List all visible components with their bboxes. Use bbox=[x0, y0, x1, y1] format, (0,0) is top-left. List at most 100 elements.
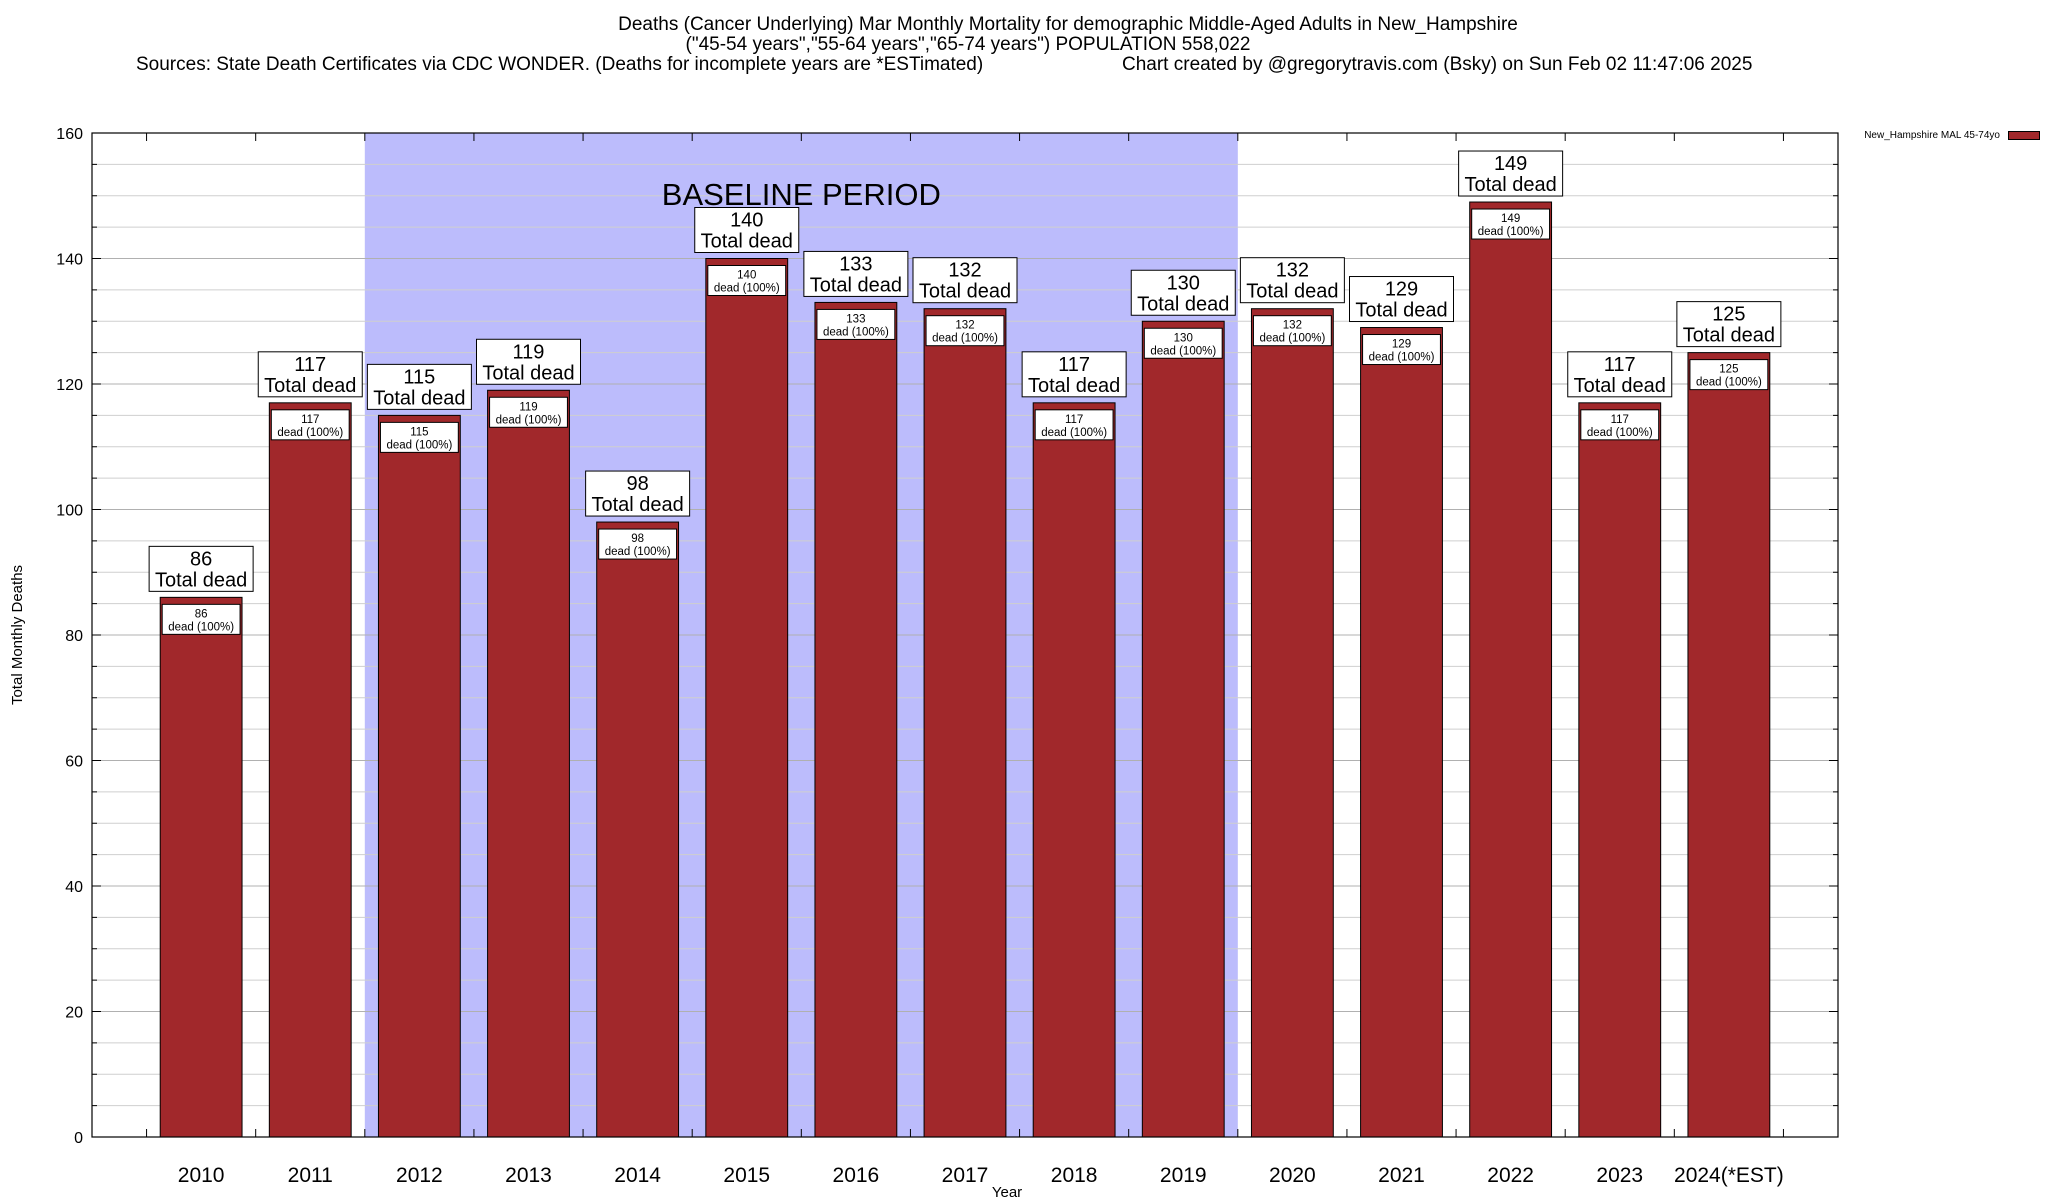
inner-dead-label: dead (100%) bbox=[1478, 226, 1544, 238]
inner-dead-label: dead (100%) bbox=[277, 427, 343, 439]
x-tick-label-2020: 2020 bbox=[1269, 1164, 1316, 1187]
x-tick-label-2019: 2019 bbox=[1160, 1164, 1207, 1187]
total-dead-label: Total dead bbox=[1574, 375, 1666, 397]
total-label-box bbox=[1021, 351, 1127, 398]
x-tick-label-2023: 2023 bbox=[1596, 1164, 1643, 1187]
baseline-label: BASELINE PERIOD bbox=[662, 177, 941, 212]
inner-value-label: 115 bbox=[410, 426, 428, 438]
total-label-box bbox=[476, 338, 581, 385]
bar-2023 bbox=[1578, 402, 1662, 1138]
inner-label-box bbox=[598, 528, 678, 560]
inner-value-label: 98 bbox=[631, 533, 644, 545]
total-label-box bbox=[1676, 301, 1782, 348]
total-dead-label: Total dead bbox=[373, 387, 465, 409]
total-value-label: 115 bbox=[403, 366, 435, 388]
inner-label-box bbox=[270, 409, 350, 441]
inner-value-label: 86 bbox=[195, 608, 208, 620]
x-tick-label-2013: 2013 bbox=[505, 1164, 552, 1187]
bar-2010 bbox=[159, 596, 243, 1138]
inner-label-box bbox=[1034, 409, 1114, 441]
chart-title-line-3: Sources: State Death Certificates via CD… bbox=[136, 54, 984, 75]
total-dead-label: Total dead bbox=[155, 569, 247, 591]
total-dead-label: Total dead bbox=[1464, 174, 1556, 196]
y-tick-label: 160 bbox=[56, 126, 83, 143]
total-label-box bbox=[1239, 257, 1345, 304]
y-tick-label: 100 bbox=[56, 503, 83, 520]
inner-label-box bbox=[1143, 327, 1223, 359]
bar-2011 bbox=[268, 402, 352, 1138]
total-value-label: 98 bbox=[627, 473, 649, 495]
inner-dead-label: dead (100%) bbox=[168, 621, 234, 633]
inner-value-label: 132 bbox=[1283, 320, 1302, 332]
inner-dead-label: dead (100%) bbox=[1150, 345, 1216, 357]
legend: New_Hampshire MAL 45-74yo bbox=[1864, 130, 2040, 141]
inner-dead-label: dead (100%) bbox=[605, 546, 671, 558]
bar-2020 bbox=[1250, 308, 1334, 1138]
inner-value-label: 117 bbox=[1065, 414, 1083, 426]
inner-label-box bbox=[379, 421, 459, 453]
total-dead-label: Total dead bbox=[810, 274, 902, 296]
total-label-box bbox=[366, 363, 472, 410]
plot-frame bbox=[91, 132, 1839, 1138]
total-label-box bbox=[1567, 351, 1673, 398]
total-dead-label: Total dead bbox=[1137, 293, 1229, 315]
inner-dead-label: dead (100%) bbox=[714, 283, 780, 295]
total-dead-label: Total dead bbox=[591, 494, 683, 516]
y-tick-label: 40 bbox=[65, 879, 83, 896]
total-dead-label: Total dead bbox=[1683, 325, 1775, 347]
x-tick-label-2022: 2022 bbox=[1487, 1164, 1534, 1187]
bar-2016 bbox=[814, 301, 898, 1138]
total-value-label: 132 bbox=[1276, 260, 1309, 282]
total-dead-label: Total dead bbox=[482, 362, 574, 384]
inner-dead-label: dead (100%) bbox=[1696, 377, 1762, 389]
inner-label-box bbox=[1471, 208, 1551, 240]
y-tick-label: 80 bbox=[65, 628, 83, 645]
chart-title-line-1: Deaths (Cancer Underlying) Mar Monthly M… bbox=[618, 14, 1518, 35]
total-label-box bbox=[1458, 150, 1564, 197]
y-axis-label: Total Monthly Deaths bbox=[9, 565, 26, 705]
total-value-label: 125 bbox=[1712, 304, 1745, 326]
bar-2024(*EST) bbox=[1687, 352, 1771, 1138]
y-tick-label: 20 bbox=[65, 1005, 83, 1022]
x-tick-label-2021: 2021 bbox=[1378, 1164, 1425, 1187]
total-value-label: 86 bbox=[190, 548, 212, 570]
inner-dead-label: dead (100%) bbox=[932, 333, 998, 345]
total-dead-label: Total dead bbox=[919, 281, 1011, 303]
y-tick-label: 140 bbox=[56, 252, 83, 269]
total-value-label: 117 bbox=[1058, 354, 1090, 376]
total-value-label: 117 bbox=[1604, 354, 1636, 376]
x-tick-label-2010: 2010 bbox=[178, 1164, 225, 1187]
inner-value-label: 117 bbox=[1611, 414, 1629, 426]
inner-label-box bbox=[489, 396, 568, 428]
inner-value-label: 133 bbox=[846, 313, 865, 325]
bar-2018 bbox=[1032, 402, 1116, 1138]
x-tick-label-2016: 2016 bbox=[833, 1164, 880, 1187]
inner-value-label: 132 bbox=[955, 320, 974, 332]
total-value-label: 129 bbox=[1385, 279, 1418, 301]
total-label-box bbox=[257, 351, 363, 398]
inner-value-label: 149 bbox=[1501, 213, 1520, 225]
total-value-label: 119 bbox=[513, 341, 545, 363]
legend-label: New_Hampshire MAL 45-74yo bbox=[1864, 130, 2000, 141]
bar-2013 bbox=[487, 389, 570, 1138]
x-axis-label: Year bbox=[992, 1184, 1022, 1200]
inner-dead-label: dead (100%) bbox=[1587, 427, 1653, 439]
inner-label-box bbox=[925, 315, 1005, 347]
bar-2017 bbox=[923, 308, 1007, 1138]
bar-2012 bbox=[377, 414, 461, 1138]
inner-dead-label: dead (100%) bbox=[496, 414, 562, 426]
inner-value-label: 125 bbox=[1719, 364, 1738, 376]
x-tick-label-2011: 2011 bbox=[288, 1164, 333, 1187]
x-tick-label-2012: 2012 bbox=[396, 1164, 443, 1187]
y-tick-label: 60 bbox=[65, 754, 83, 771]
bar-2015 bbox=[705, 258, 789, 1138]
total-dead-label: Total dead bbox=[1028, 375, 1120, 397]
total-label-box bbox=[148, 545, 254, 592]
total-value-label: 149 bbox=[1494, 153, 1527, 175]
y-tick-label: 0 bbox=[74, 1130, 83, 1147]
total-value-label: 117 bbox=[294, 354, 326, 376]
inner-label-box bbox=[1362, 334, 1441, 366]
inner-value-label: 140 bbox=[737, 270, 756, 282]
total-label-box bbox=[1130, 269, 1236, 316]
